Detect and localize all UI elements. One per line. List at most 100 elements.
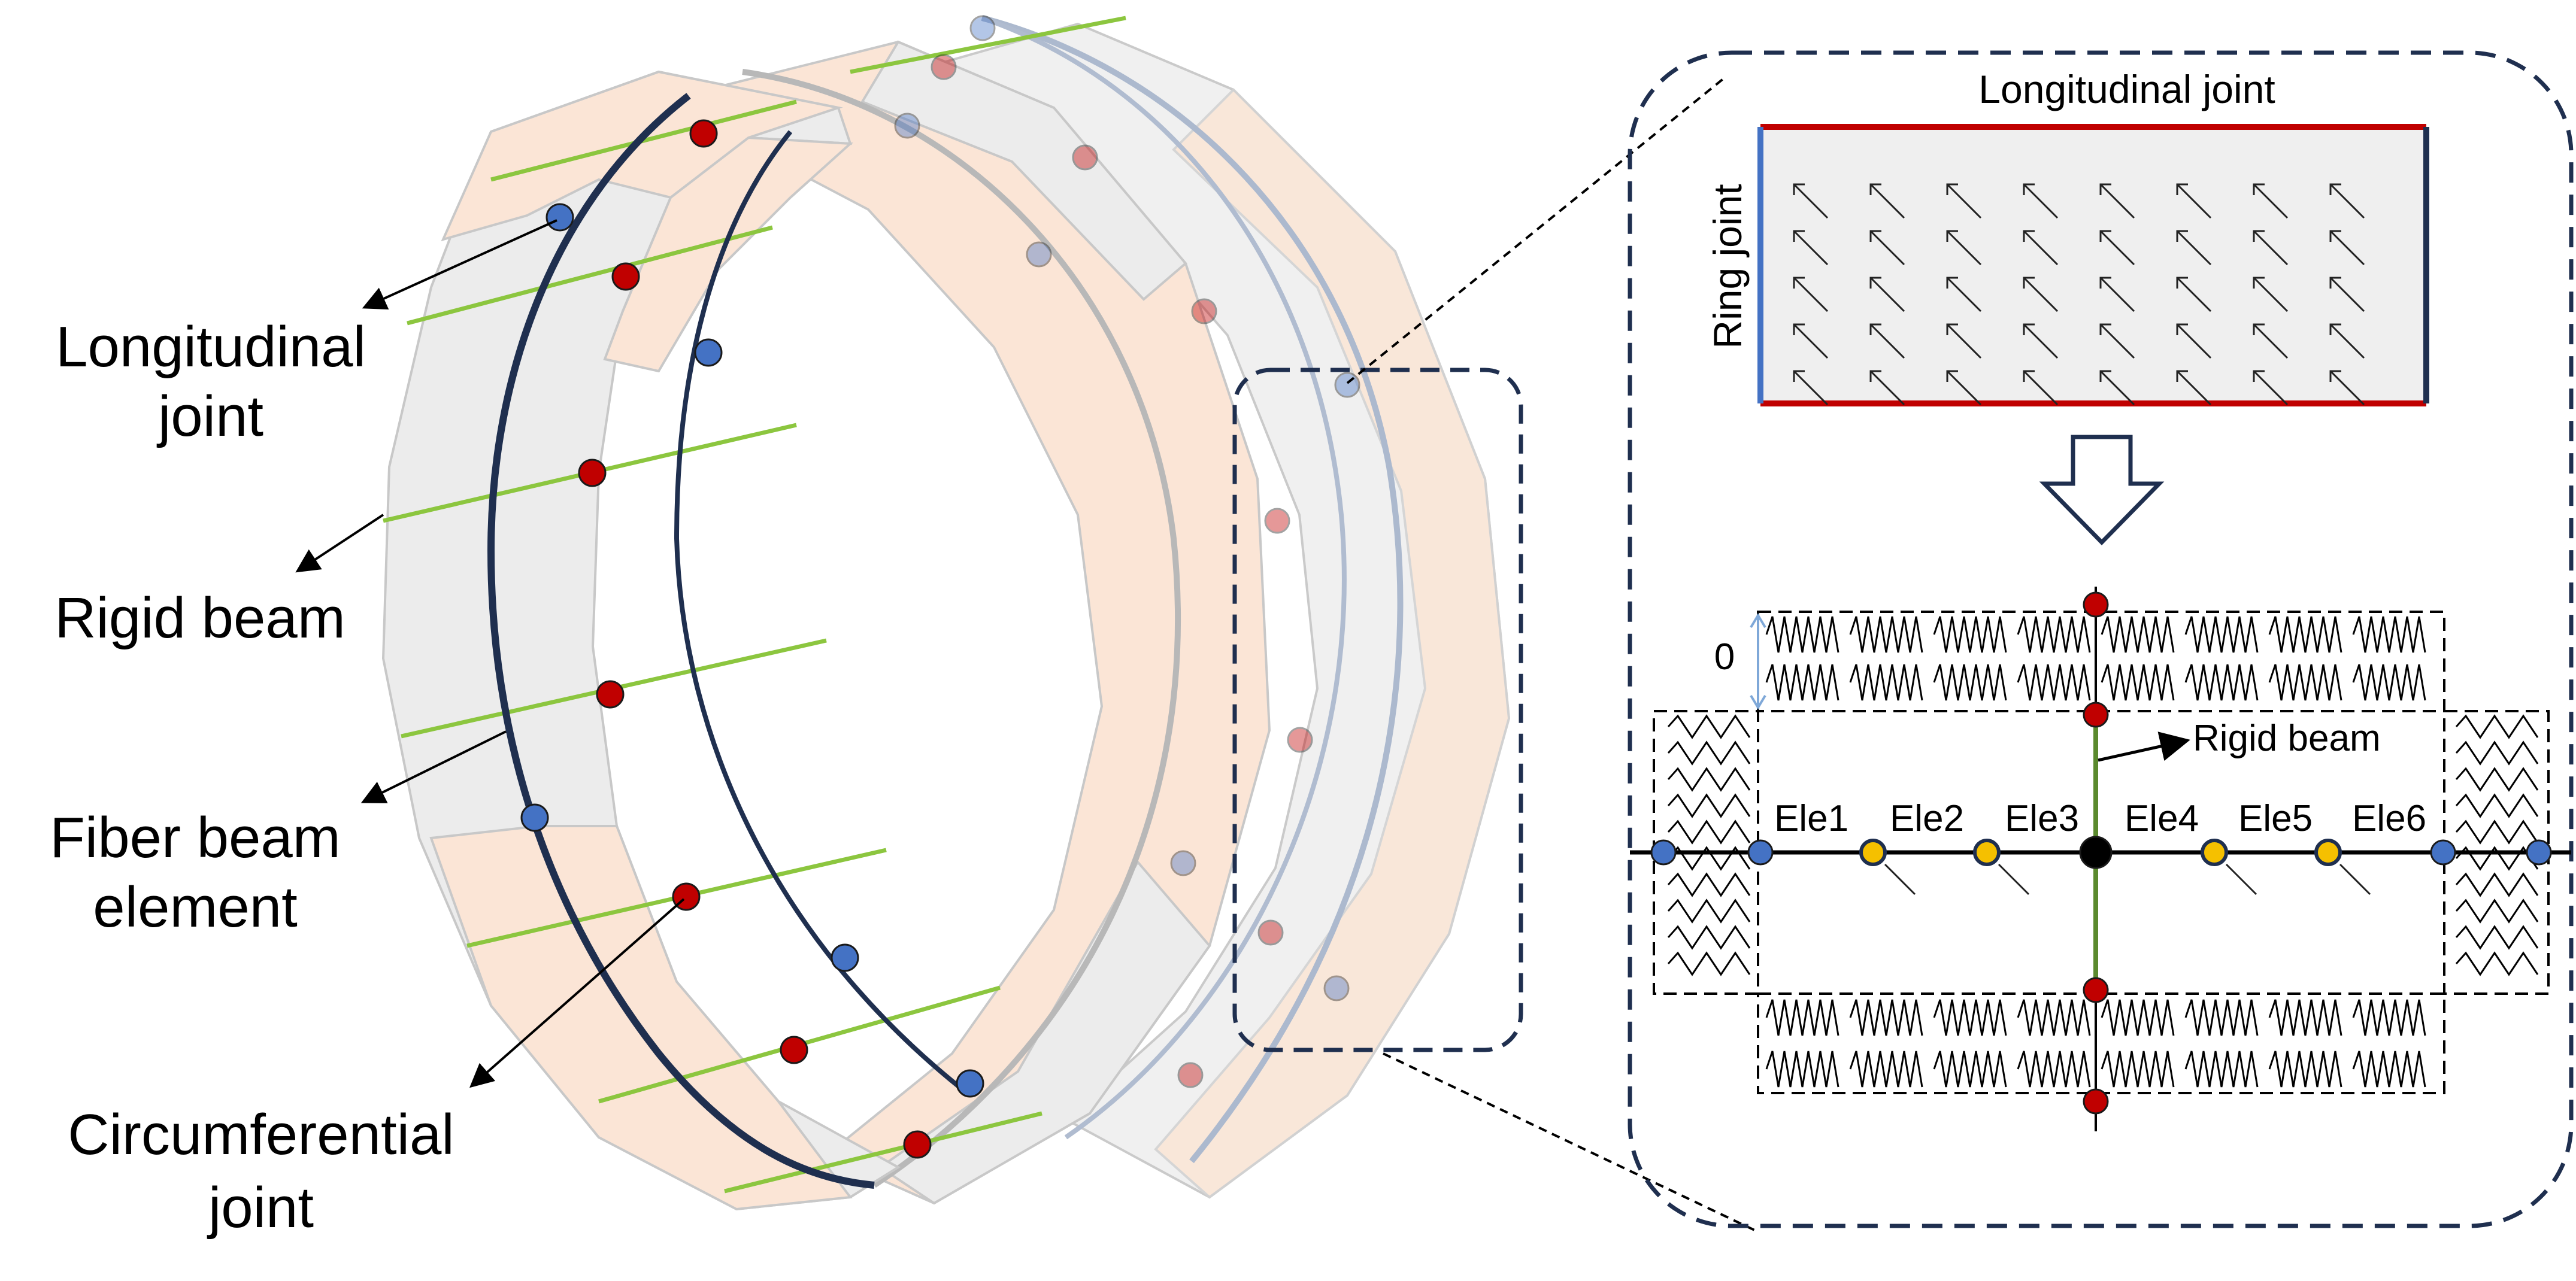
spring-icon xyxy=(2184,1051,2259,1088)
spring-icon xyxy=(1667,767,1751,792)
circumferential-joint-label-2: joint xyxy=(207,1176,314,1240)
fiber-arrow-icon xyxy=(2176,370,2212,406)
spring-icon xyxy=(1849,1051,1923,1088)
integration-node xyxy=(1973,839,2001,866)
spring-icon xyxy=(2352,1051,2426,1088)
ring-joint-label: Ring joint xyxy=(1705,184,1750,348)
spring-icon xyxy=(2455,819,2539,845)
longitudinal-joint-detail-label: Longitudinal joint xyxy=(1978,67,2275,111)
fiber-arrow-grid xyxy=(1793,183,2365,406)
fiber-arrow-icon xyxy=(1793,370,1829,406)
joint-markers xyxy=(520,15,1360,1159)
spring-icon xyxy=(2352,664,2426,701)
fiber-arrow-icon xyxy=(1946,370,1982,406)
spring-icon xyxy=(2268,616,2342,653)
fiber-arrow-icon xyxy=(1946,277,1982,312)
fiber-arrow-icon xyxy=(2099,323,2135,359)
fiber-arrow-icon xyxy=(2329,370,2365,406)
fiber-arrow-icon xyxy=(2176,277,2212,312)
fiber-arrow-icon xyxy=(1946,230,1982,266)
spring-icon xyxy=(2268,664,2342,701)
spring-icon xyxy=(2268,1051,2342,1088)
spring-icon xyxy=(1765,664,1839,701)
left-leader-arrows xyxy=(295,219,685,1088)
spring-gap-label: 0 xyxy=(1714,636,1735,678)
rigid-beam-detail-label: Rigid beam xyxy=(2193,718,2381,759)
spring-icon xyxy=(1765,1051,1839,1088)
fiber-arrow-icon xyxy=(2023,370,2059,406)
spring-icon xyxy=(2184,999,2259,1036)
spring-icon xyxy=(1667,951,1751,976)
spring-icon xyxy=(2017,616,2091,653)
left-labels: Longitudinal joint Rigid beam Fiber beam… xyxy=(50,315,454,1240)
spring-icon xyxy=(1933,616,2007,653)
rigid-beam-label: Rigid beam xyxy=(54,586,346,650)
fiber-arrow-icon xyxy=(1869,370,1905,406)
element-labels: Ele1 Ele2 Ele3 Ele4 Ele5 Ele6 xyxy=(1774,798,2426,839)
ring-1 xyxy=(381,16,1126,1211)
fiber-arrow-icon xyxy=(2023,323,2059,359)
fiber-arrow-icon xyxy=(2099,183,2135,219)
fiber-arrow-icon xyxy=(1946,323,1982,359)
spring-icon xyxy=(2184,616,2259,653)
fiber-arrow-icon xyxy=(2023,277,2059,312)
spring-icon xyxy=(1667,793,1751,818)
fiber-arrow-icon xyxy=(2176,323,2212,359)
spring-icon xyxy=(2101,999,2175,1036)
spring-icon xyxy=(1849,616,1923,653)
spring-icon xyxy=(2455,714,2539,739)
element-label: Ele3 xyxy=(2005,798,2079,839)
fiber-arrow-icon xyxy=(2329,323,2365,359)
ring-3 xyxy=(907,15,1511,1199)
spring-icon xyxy=(2455,767,2539,792)
fiber-arrow-icon xyxy=(2176,230,2212,266)
spring-icon xyxy=(1933,664,2007,701)
fiber-arrow-icon xyxy=(1869,183,1905,219)
longitudinal-joint-label-1: Longitudinal xyxy=(56,315,366,379)
fiber-arrow-icon xyxy=(2023,183,2059,219)
fiber-arrow-icon xyxy=(2253,370,2289,406)
fiber-arrow-icon xyxy=(2253,230,2289,266)
spring-icon xyxy=(1933,999,2007,1036)
fiber-beam-label-1: Fiber beam xyxy=(50,806,341,870)
spring-icon xyxy=(1667,872,1751,897)
fiber-arrow-icon xyxy=(1793,323,1829,359)
spring-icon xyxy=(2017,664,2091,701)
detail-panel-border xyxy=(1628,50,2574,1228)
fiber-arrow-icon xyxy=(1869,323,1905,359)
spring-icon xyxy=(1667,925,1751,950)
detail-panel: Longitudinal joint Ring joint 0 xyxy=(1628,50,2574,1228)
element-label: Ele6 xyxy=(2352,798,2426,839)
fiber-arrow-icon xyxy=(2253,277,2289,312)
spring-icon xyxy=(1765,999,1839,1036)
spring-icon xyxy=(1667,819,1751,845)
spring-icon xyxy=(2352,999,2426,1036)
fiber-arrow-icon xyxy=(2329,230,2365,266)
fiber-arrow-icon xyxy=(2329,183,2365,219)
spring-icon xyxy=(1765,616,1839,653)
element-label: Ele1 xyxy=(1774,798,1848,839)
spring-icon xyxy=(2455,872,2539,897)
hollow-down-arrow-icon xyxy=(2039,435,2165,546)
spring-icon xyxy=(1667,740,1751,766)
spring-icon xyxy=(1667,714,1751,739)
spring-icon xyxy=(1667,898,1751,924)
ring-2 xyxy=(704,16,1347,1205)
segment-block xyxy=(1760,127,2426,403)
spring-icon xyxy=(2268,999,2342,1036)
spring-icon xyxy=(2455,898,2539,924)
fiber-arrow-icon xyxy=(2176,183,2212,219)
fiber-arrow-icon xyxy=(1793,277,1829,312)
longitudinal-joint-label-2: joint xyxy=(156,384,263,448)
fiber-arrow-icon xyxy=(1869,277,1905,312)
spring-icon xyxy=(2017,999,2091,1036)
fiber-arrow-icon xyxy=(1946,183,1982,219)
circumferential-joint-label-1: Circumferential xyxy=(68,1103,454,1167)
fiber-arrow-icon xyxy=(2253,323,2289,359)
fiber-arrow-icon xyxy=(2329,277,2365,312)
spring-model: 0 Rigid beam Ele1 Ele2 Ele3 Ele4 Ele5 Ele6 xyxy=(1630,587,2571,1131)
zoom-region-box xyxy=(1232,368,1523,1052)
fiber-arrow-icon xyxy=(2099,277,2135,312)
element-label: Ele2 xyxy=(1890,798,1964,839)
